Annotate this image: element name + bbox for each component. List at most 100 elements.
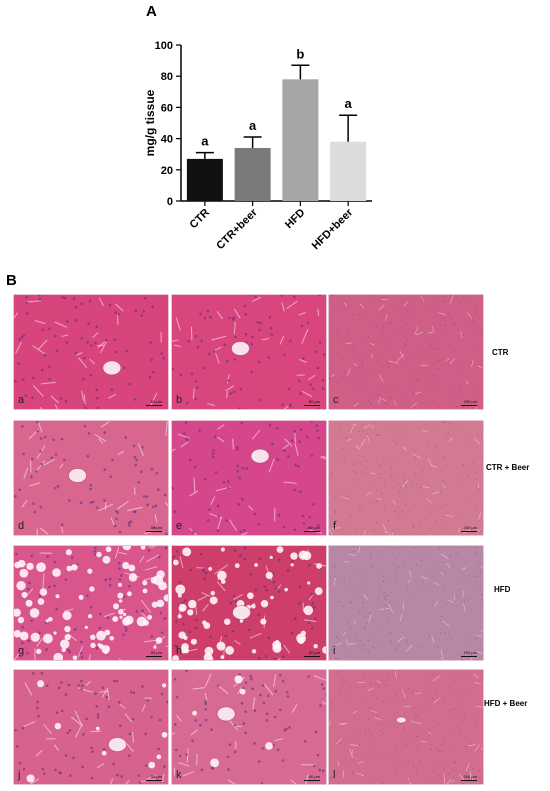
- nucleus: [393, 308, 395, 310]
- nucleus: [16, 745, 19, 748]
- lipid-droplet: [147, 614, 153, 620]
- sinusoid: [99, 691, 109, 693]
- bar: [282, 79, 319, 201]
- nucleus: [415, 580, 417, 582]
- nucleus: [15, 552, 18, 556]
- nucleus: [448, 632, 450, 634]
- tissue-background: [329, 546, 483, 660]
- nucleus: [209, 315, 212, 319]
- nucleus: [442, 480, 444, 482]
- nucleus: [344, 371, 346, 373]
- nucleus: [414, 311, 416, 313]
- sinusoid: [376, 680, 381, 684]
- lipid-droplet: [223, 618, 231, 626]
- nucleus: [464, 714, 466, 716]
- nucleus: [175, 549, 179, 553]
- nucleus: [112, 762, 115, 766]
- sinusoid: [141, 612, 149, 621]
- scale-bar-label: 200 µm: [463, 399, 477, 404]
- nucleus: [465, 677, 467, 679]
- nucleus: [173, 677, 177, 681]
- nucleus: [35, 421, 39, 424]
- lipid-droplet: [298, 550, 309, 560]
- nucleus: [204, 718, 208, 722]
- sinusoid: [467, 744, 476, 747]
- nucleus: [451, 405, 453, 407]
- nucleus: [257, 760, 261, 763]
- lipid-droplet: [179, 606, 185, 611]
- nucleus: [206, 519, 210, 522]
- nucleus: [179, 580, 182, 584]
- nucleus: [358, 744, 360, 746]
- nucleus: [89, 487, 92, 491]
- significance-label: a: [345, 96, 353, 111]
- nucleus: [94, 341, 97, 345]
- lipid-droplet: [251, 649, 257, 654]
- sinusoid: [347, 554, 356, 556]
- nucleus: [426, 390, 428, 392]
- nucleus: [113, 338, 116, 341]
- nucleus: [465, 497, 467, 499]
- nucleus: [466, 746, 468, 748]
- nucleus: [267, 356, 271, 359]
- nucleus: [372, 646, 374, 648]
- nucleus: [293, 488, 297, 492]
- sinusoid: [207, 403, 215, 407]
- nucleus: [30, 475, 33, 479]
- nucleus: [279, 674, 282, 677]
- nucleus: [258, 328, 261, 332]
- nucleus: [425, 691, 427, 693]
- nucleus: [172, 555, 176, 559]
- lipid-droplet: [269, 555, 273, 560]
- lipid-droplet: [234, 675, 243, 684]
- sinusoid: [233, 308, 241, 319]
- nucleus: [431, 744, 433, 746]
- nucleus: [471, 319, 473, 321]
- nucleus: [89, 605, 93, 609]
- nucleus: [336, 672, 338, 674]
- nucleus: [195, 626, 198, 630]
- nucleus: [41, 368, 44, 372]
- nucleus: [204, 707, 208, 711]
- nucleus: [472, 768, 474, 770]
- nucleus: [364, 472, 366, 474]
- lipid-droplet: [112, 616, 119, 623]
- sinusoid: [353, 620, 357, 625]
- nucleus: [82, 377, 85, 381]
- nucleus: [132, 691, 136, 695]
- nucleus: [437, 750, 439, 752]
- nucleus: [312, 606, 316, 609]
- nucleus: [120, 574, 123, 577]
- nucleus: [273, 715, 277, 719]
- nucleus: [127, 521, 131, 525]
- nucleus: [276, 748, 280, 752]
- lipid-droplet: [64, 625, 71, 633]
- nucleus: [446, 361, 448, 363]
- sinusoid: [336, 642, 342, 646]
- nucleus: [133, 397, 137, 401]
- nucleus: [378, 387, 380, 389]
- nucleus: [416, 564, 418, 566]
- nucleus: [346, 437, 348, 439]
- sinusoid: [388, 603, 393, 613]
- lipid-droplet: [181, 643, 189, 651]
- nucleus: [362, 756, 364, 758]
- nucleus: [278, 708, 282, 712]
- sinusoid: [474, 681, 481, 685]
- nucleus: [232, 594, 236, 598]
- nucleus: [384, 599, 386, 601]
- nucleus: [30, 457, 34, 461]
- nucleus: [254, 588, 258, 592]
- nucleus: [429, 679, 431, 681]
- nucleus: [311, 602, 314, 605]
- lipid-droplet: [313, 643, 318, 649]
- sinusoid: [349, 748, 354, 759]
- nucleus: [396, 569, 398, 571]
- lipid-droplet: [247, 592, 254, 600]
- nucleus: [438, 406, 440, 408]
- nucleus: [60, 437, 64, 441]
- nucleus: [465, 740, 467, 742]
- nucleus: [368, 728, 370, 730]
- sinusoid: [334, 738, 342, 746]
- sinusoid: [217, 424, 225, 430]
